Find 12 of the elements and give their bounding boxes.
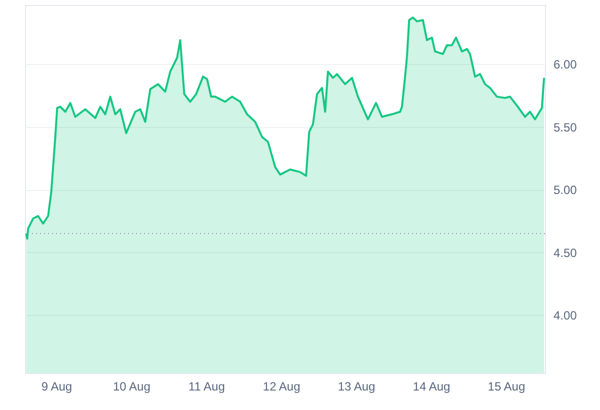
x-tick-label: 10 Aug xyxy=(113,380,150,394)
y-tick-label: 6.00 xyxy=(554,58,578,72)
x-tick-label: 15 Aug xyxy=(488,380,526,394)
y-tick-label: 4.50 xyxy=(554,246,578,260)
y-tick-label: 4.00 xyxy=(554,308,578,323)
y-tick-label: 5.50 xyxy=(554,120,578,134)
x-tick-label: 13 Aug xyxy=(338,380,376,394)
x-tick-label: 14 Aug xyxy=(412,380,450,394)
x-tick-label: 9 Aug xyxy=(41,380,72,394)
x-tick-label: 11 Aug xyxy=(188,380,225,394)
x-tick-label: 12 Aug xyxy=(262,380,300,394)
y-tick-label: 5.00 xyxy=(554,183,578,198)
